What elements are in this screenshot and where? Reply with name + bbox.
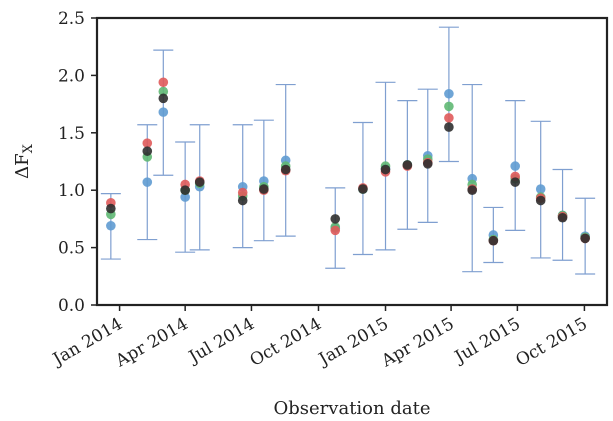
data-point-blue [106, 220, 116, 231]
data-point-red [330, 225, 341, 236]
y-tick-label: 0.5 [58, 239, 85, 259]
y-tick-label: 2.0 [58, 66, 85, 86]
plot-frame [95, 16, 609, 307]
data-point-layer [106, 77, 590, 246]
data-point-dark [510, 177, 520, 187]
y-axis-label-subscript: X [21, 143, 36, 153]
y-tick-label: 0.0 [58, 296, 85, 316]
data-point-dark [444, 122, 454, 132]
x-tick-label: Apr 2014 [112, 314, 192, 372]
data-point-red [444, 113, 454, 123]
x-tick-label: Jan 2014 [48, 314, 126, 371]
series-red [106, 77, 590, 246]
x-axis-label: Observation date [274, 398, 431, 419]
y-axis-label-main: ΔF [12, 153, 33, 179]
data-point-blue [180, 192, 190, 202]
data-point-dark [488, 235, 499, 246]
x-tick-label: Oct 2015 [513, 314, 591, 371]
data-point-blue [158, 107, 169, 117]
data-point-green [444, 101, 454, 112]
x-tick-label: Jul 2015 [450, 314, 524, 368]
data-point-dark [402, 160, 413, 170]
x-tick-label: Apr 2015 [377, 314, 457, 372]
data-point-green [158, 86, 169, 97]
data-point-red [158, 77, 169, 88]
series-blue [106, 88, 590, 241]
data-point-dark [142, 146, 153, 156]
data-point-dark [358, 184, 368, 194]
data-point-dark [580, 233, 590, 244]
data-point-blue [142, 177, 153, 187]
data-point-blue [510, 161, 520, 171]
data-point-dark [259, 184, 269, 194]
data-point-dark [106, 203, 116, 214]
data-point-dark [535, 195, 546, 206]
y-axis-label: ΔFX [12, 143, 36, 179]
x-tick-label: Oct 2014 [247, 314, 325, 371]
data-point-dark [280, 164, 291, 175]
series-dark [106, 93, 590, 246]
y-axis: 0.0 0.5 1.0 1.5 2.0 2.5 [58, 9, 97, 316]
data-point-blue [535, 184, 546, 194]
data-point-dark [380, 164, 391, 175]
data-point-red [142, 138, 153, 148]
data-point-dark [194, 177, 205, 187]
data-point-dark [158, 93, 169, 104]
data-point-dark [330, 214, 341, 224]
data-point-dark [557, 212, 568, 223]
data-point-dark [467, 185, 478, 195]
y-tick-label: 2.5 [58, 9, 85, 29]
data-point-dark [237, 195, 248, 206]
x-tick-label: Jul 2014 [184, 314, 258, 368]
y-tick-label: 1.5 [58, 124, 85, 144]
x-tick-label: Jan 2015 [314, 314, 392, 371]
data-point-red [237, 187, 248, 198]
errorbar-layer [100, 26, 596, 275]
data-point-dark [422, 158, 433, 169]
y-tick-label: 1.0 [58, 181, 85, 201]
data-point-blue [444, 88, 454, 99]
data-point-dark [180, 185, 190, 195]
